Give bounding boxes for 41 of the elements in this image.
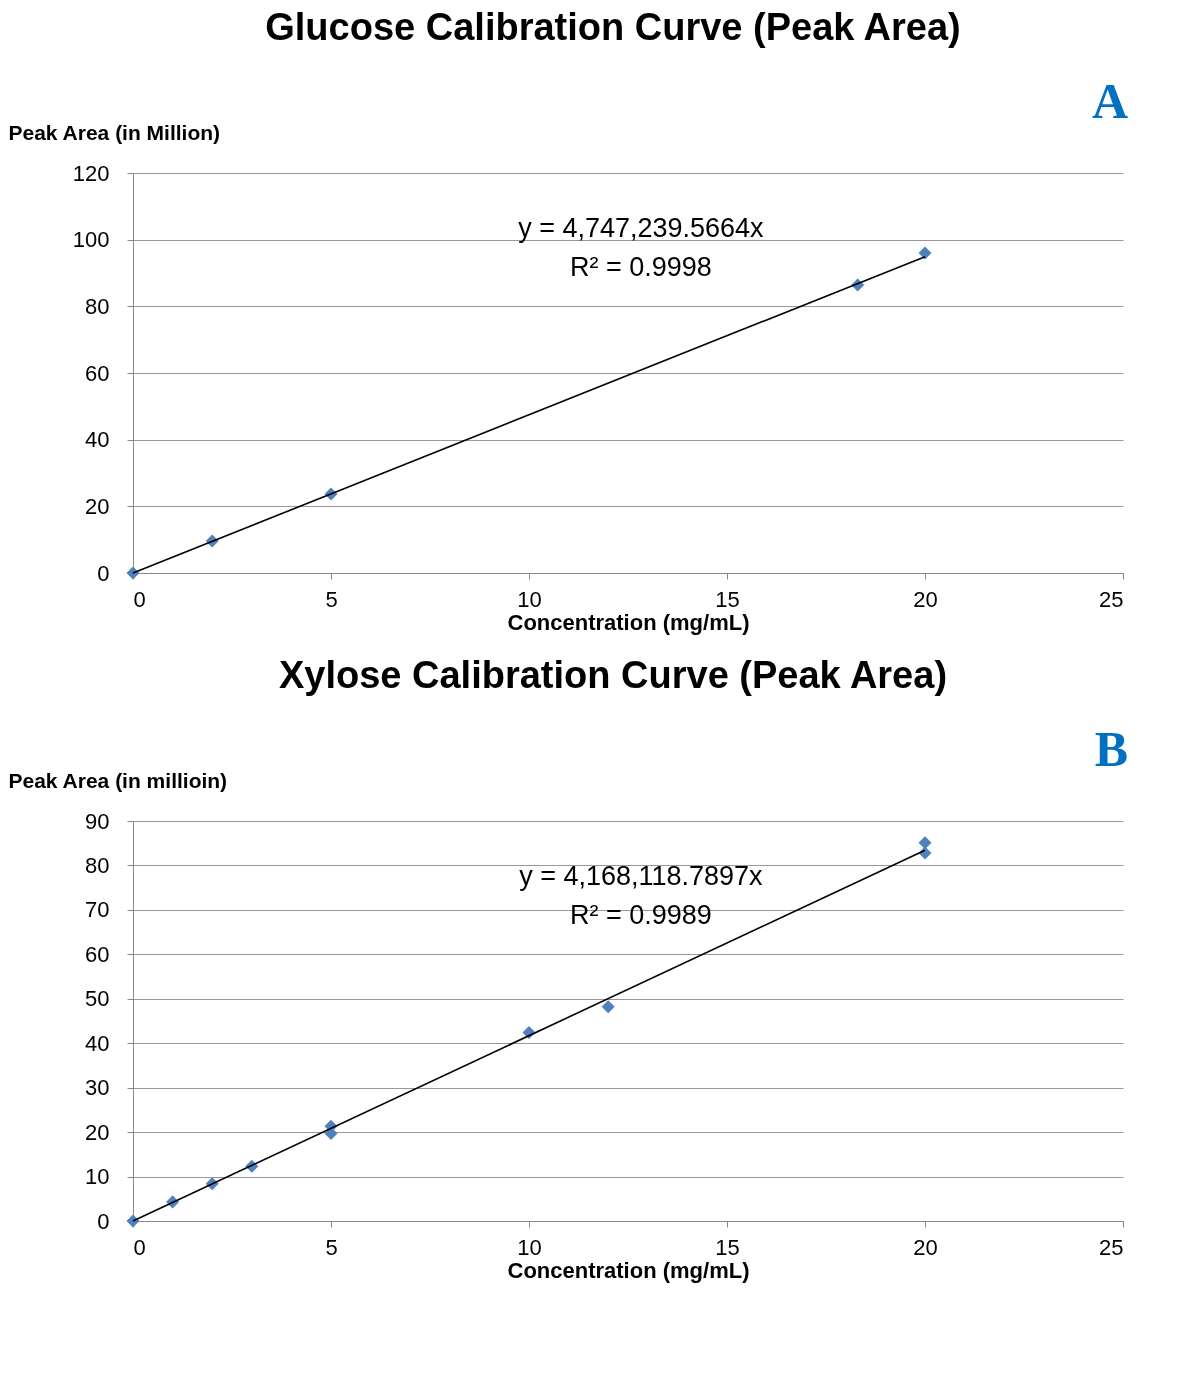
x-tick-label: 0 [133, 586, 146, 612]
x-tick-label: 10 [517, 1234, 542, 1260]
x-tick-label: 20 [913, 1234, 938, 1260]
y-tick-label: 60 [85, 941, 110, 967]
y-axis-title: Peak Area (in millioin) [8, 768, 228, 792]
y-tick-label: 10 [85, 1164, 110, 1190]
x-tick-label: 5 [325, 586, 338, 612]
text: A [1091, 73, 1128, 129]
x-tick-label: 15 [715, 586, 740, 612]
y-tick-label: 70 [85, 897, 110, 923]
y-tick-label: 50 [85, 986, 110, 1012]
y-tick-label: 0 [97, 1208, 110, 1234]
annotation: R² = 0.9998 [569, 252, 712, 282]
x-tick-label: 10 [517, 586, 542, 612]
y-tick-label: 100 [72, 227, 110, 253]
y-tick-label: 90 [85, 808, 110, 834]
x-axis-title: Concentration (mg/mL) [507, 609, 750, 635]
chart-title: Xylose Calibration Curve (Peak Area) [278, 654, 948, 696]
y-tick-label: 40 [85, 427, 110, 453]
y-tick-label: 80 [85, 852, 110, 878]
y-tick-label: 40 [85, 1030, 110, 1056]
x-tick-label: 15 [715, 1234, 740, 1260]
x-axis-title: Concentration (mg/mL) [507, 1257, 750, 1283]
y-axis-title: Peak Area (in Million) [8, 120, 221, 144]
x-tick-label: 0 [133, 1234, 146, 1260]
x-tick-label: 25 [1099, 586, 1124, 612]
annotation: y = 4,168,118.7897x [519, 861, 764, 891]
y-tick-label: 120 [72, 160, 110, 186]
x-tick-label: 5 [325, 1234, 338, 1260]
y-tick-label: 60 [85, 360, 110, 386]
x-tick-label: 20 [913, 586, 938, 612]
y-tick-label: 80 [85, 293, 110, 319]
y-tick-label: 20 [85, 493, 110, 519]
chart-title: Glucose Calibration Curve (Peak Area) [265, 6, 961, 48]
annotation: y = 4,747,239.5664x [518, 213, 765, 243]
x-tick-label: 25 [1099, 1234, 1124, 1260]
text: B [1094, 721, 1128, 777]
annotation: R² = 0.9989 [569, 900, 712, 930]
y-tick-label: 20 [85, 1119, 110, 1145]
y-tick-label: 0 [97, 560, 110, 586]
y-tick-label: 30 [85, 1075, 110, 1101]
